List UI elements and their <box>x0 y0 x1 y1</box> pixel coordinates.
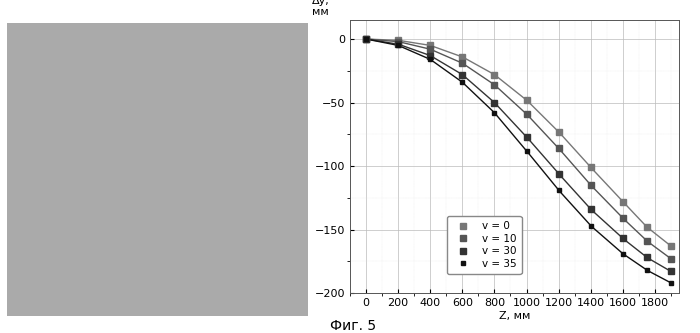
v = 30 <box>394 42 402 46</box>
Line: v = 35: v = 35 <box>364 37 673 285</box>
Legend: v = 0, v = 10, v = 30, v = 35: v = 0, v = 10, v = 30, v = 35 <box>447 216 522 274</box>
Line: v = 10: v = 10 <box>363 36 674 261</box>
v = 10 <box>619 216 627 220</box>
v = 35 <box>587 224 595 228</box>
v = 10 <box>394 40 402 44</box>
v = 0 <box>522 98 531 102</box>
v = 10 <box>426 47 435 51</box>
v = 30 <box>490 101 498 105</box>
v = 35 <box>619 252 627 256</box>
v = 10 <box>667 257 676 261</box>
v = 10 <box>522 112 531 116</box>
v = 10 <box>458 61 466 65</box>
v = 30 <box>458 73 466 77</box>
v = 30 <box>522 135 531 139</box>
v = 10 <box>490 83 498 87</box>
v = 35 <box>522 149 531 153</box>
v = 30 <box>643 255 651 259</box>
v = 0 <box>587 165 595 169</box>
Line: v = 30: v = 30 <box>363 36 674 274</box>
v = 30 <box>554 171 563 175</box>
v = 0 <box>643 225 651 229</box>
v = 30 <box>426 54 435 58</box>
v = 35 <box>490 111 498 115</box>
v = 0 <box>362 37 370 41</box>
v = 30 <box>667 269 676 273</box>
v = 10 <box>643 239 651 243</box>
v = 35 <box>554 188 563 192</box>
v = 10 <box>587 183 595 187</box>
v = 35 <box>667 281 676 285</box>
Y-axis label: Δy,
мм: Δy, мм <box>312 0 329 17</box>
v = 0 <box>394 38 402 42</box>
X-axis label: Z, мм: Z, мм <box>499 311 530 321</box>
v = 30 <box>587 207 595 211</box>
v = 30 <box>362 37 370 41</box>
v = 30 <box>619 236 627 240</box>
v = 0 <box>458 55 466 59</box>
Text: Фиг. 5: Фиг. 5 <box>330 319 377 333</box>
v = 35 <box>458 80 466 84</box>
v = 35 <box>643 268 651 272</box>
v = 0 <box>490 73 498 77</box>
v = 10 <box>362 37 370 41</box>
Line: v = 0: v = 0 <box>363 36 674 249</box>
v = 35 <box>426 57 435 61</box>
v = 0 <box>667 244 676 248</box>
v = 0 <box>619 199 627 203</box>
v = 35 <box>362 37 370 41</box>
v = 0 <box>554 130 563 134</box>
v = 0 <box>426 43 435 47</box>
v = 35 <box>394 43 402 47</box>
v = 10 <box>554 146 563 150</box>
